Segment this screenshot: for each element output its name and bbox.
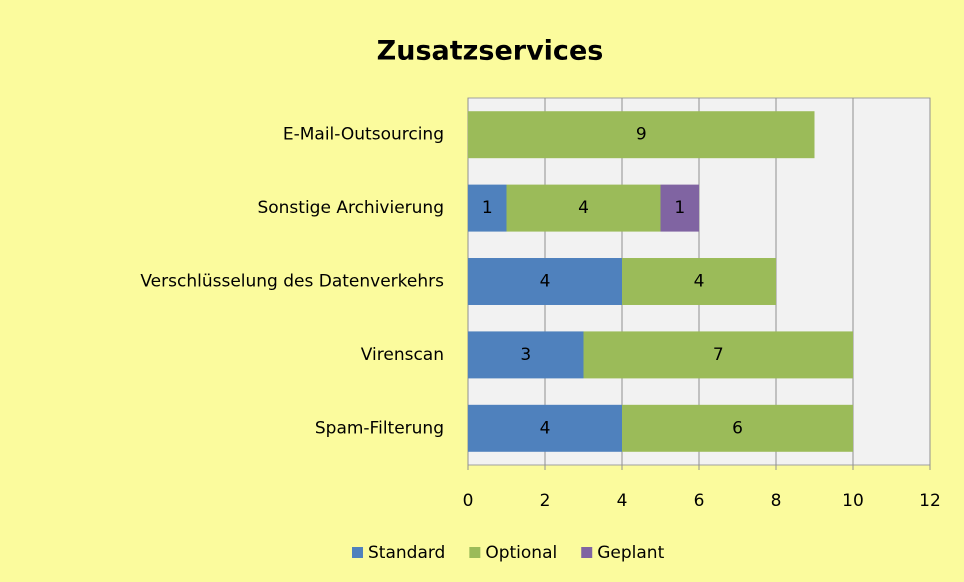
x-tick-label: 0 xyxy=(463,491,474,511)
legend-label: Standard xyxy=(368,543,445,563)
legend-swatch xyxy=(352,547,363,558)
data-label: 1 xyxy=(674,198,685,218)
x-tick-label: 2 xyxy=(540,491,551,511)
data-label: 6 xyxy=(732,418,743,438)
legend-label: Optional xyxy=(485,543,557,563)
legend-label: Geplant xyxy=(597,543,664,563)
y-tick-label: Verschlüsselung des Datenverkehrs xyxy=(140,272,444,292)
data-label: 4 xyxy=(578,198,589,218)
bar-segment xyxy=(622,258,776,305)
bar-segment xyxy=(506,184,661,232)
bar-segment xyxy=(622,404,853,452)
data-label: 4 xyxy=(540,418,551,438)
legend-swatch xyxy=(581,547,593,558)
bar-segment xyxy=(468,111,815,159)
bar-segment xyxy=(583,331,853,379)
y-tick-label: Sonstige Archivierung xyxy=(257,198,444,218)
x-tick-label: 10 xyxy=(842,491,864,511)
chart-title: Zusatzservices xyxy=(377,36,604,67)
legend-swatch xyxy=(469,547,481,558)
bar-segment xyxy=(468,331,584,379)
bar-segment xyxy=(468,184,507,232)
bar-segment xyxy=(468,404,622,452)
data-label: 7 xyxy=(713,345,724,365)
data-label: 9 xyxy=(636,125,647,145)
data-label: 3 xyxy=(520,345,531,365)
y-tick-label: Spam-Filterung xyxy=(315,418,444,438)
bar-segment xyxy=(468,258,622,305)
x-tick-label: 4 xyxy=(617,491,628,511)
data-label: 1 xyxy=(482,198,493,218)
x-tick-label: 12 xyxy=(919,491,941,511)
x-tick-label: 6 xyxy=(694,491,705,511)
y-tick-label: Virenscan xyxy=(361,345,444,365)
x-tick-label: 8 xyxy=(771,491,782,511)
data-label: 4 xyxy=(694,272,705,292)
bar-segment xyxy=(660,184,699,232)
y-tick-label: E-Mail-Outsourcing xyxy=(283,125,444,145)
data-label: 4 xyxy=(540,272,551,292)
